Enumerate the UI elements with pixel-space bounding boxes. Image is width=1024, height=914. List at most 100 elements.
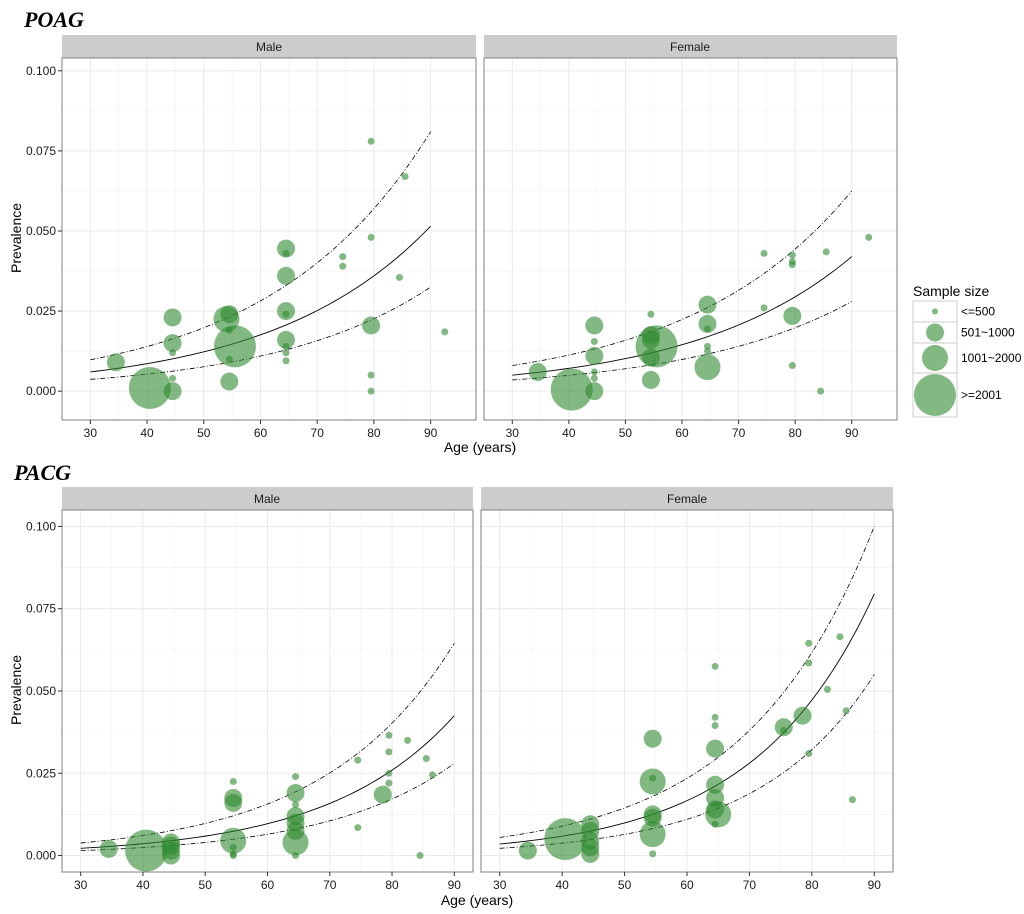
pacg-female-strip [481, 487, 893, 510]
legend-label: 501~1000 [961, 326, 1015, 340]
data-point [711, 820, 719, 828]
poag-female-fit-line [512, 256, 853, 376]
data-point [441, 328, 449, 336]
x-tick-label: 80 [385, 878, 399, 892]
data-point [395, 273, 403, 281]
y-tick-label: 0.000 [26, 849, 56, 863]
poag-title: POAG [23, 7, 84, 32]
poag-male-strip [62, 35, 476, 58]
data-point [282, 310, 290, 318]
data-point [848, 796, 856, 804]
data-point [703, 347, 711, 355]
data-point [339, 262, 347, 270]
data-point [518, 841, 537, 860]
x-tick-label: 90 [424, 426, 438, 440]
data-point [550, 368, 593, 411]
x-tick-label: 90 [845, 426, 859, 440]
data-point [362, 316, 381, 335]
data-point [585, 382, 604, 401]
data-point [128, 366, 171, 409]
data-point [711, 662, 719, 670]
x-tick-label: 80 [805, 878, 819, 892]
data-point [367, 233, 375, 241]
x-tick-label: 60 [680, 878, 694, 892]
data-point [220, 827, 247, 854]
data-point [163, 308, 182, 327]
x-tick-label: 30 [84, 426, 98, 440]
data-point [706, 739, 725, 758]
data-point [703, 342, 711, 350]
poag-axes: 0.000 0.025 0.050 0.075 0.100 30 40 50 60 70 80 90 3… [26, 64, 859, 440]
y-tick-label: 0.050 [26, 224, 56, 238]
data-point [581, 844, 600, 863]
data-point [641, 348, 660, 367]
data-point [528, 362, 547, 381]
data-point [788, 362, 796, 370]
x-tick-label: 50 [199, 878, 213, 892]
x-tick-label: 60 [675, 426, 689, 440]
y-tick-label: 0.050 [26, 684, 56, 698]
x-tick-label: 40 [555, 878, 569, 892]
data-point [590, 338, 598, 346]
data-point [698, 295, 717, 314]
data-point [641, 370, 660, 389]
data-point [282, 349, 290, 357]
pacg-male-facet-label: Male [254, 492, 280, 506]
data-point [783, 306, 802, 325]
x-tick-label: 50 [618, 878, 632, 892]
legend: Sample size <=500 501~1000 1001~2000 >=2001 [912, 283, 1022, 418]
x-tick-label: 30 [74, 878, 88, 892]
pacg-x-axis-title: Age (years) [441, 892, 513, 908]
data-point [404, 736, 412, 744]
pacg-y-axis-title: Prevalence [8, 655, 24, 725]
data-point [805, 639, 813, 647]
data-point [339, 253, 347, 261]
x-tick-label: 50 [619, 426, 633, 440]
data-point [590, 368, 598, 376]
y-tick-label: 0.100 [26, 64, 56, 78]
data-point [694, 354, 721, 381]
x-tick-label: 40 [562, 426, 576, 440]
x-tick-label: 50 [197, 426, 211, 440]
data-point [585, 346, 604, 365]
x-tick-label: 80 [367, 426, 381, 440]
x-tick-label: 30 [493, 878, 507, 892]
x-tick-label: 70 [732, 426, 746, 440]
data-point [220, 305, 239, 324]
data-point [706, 775, 725, 794]
poag-female-lower-ci-line [512, 301, 852, 381]
x-tick-label: 90 [448, 878, 462, 892]
legend-label: 1001~2000 [961, 351, 1022, 365]
data-point [385, 748, 393, 756]
data-point [788, 261, 796, 269]
poag-y-axis-title: Prevalence [8, 203, 24, 273]
legend-label: <=500 [961, 305, 995, 319]
poag-x-axis-title: Age (years) [444, 439, 516, 455]
data-point [169, 374, 177, 382]
y-tick-label: 0.025 [26, 766, 56, 780]
poag-female-plot-bg [484, 58, 897, 420]
x-tick-label: 70 [311, 426, 325, 440]
data-point [422, 754, 430, 762]
data-point [760, 304, 768, 312]
x-tick-label: 60 [254, 426, 268, 440]
x-tick-label: 30 [506, 426, 520, 440]
data-point [224, 793, 243, 812]
x-tick-label: 40 [140, 426, 154, 440]
data-point [823, 685, 831, 693]
data-point [698, 314, 717, 333]
data-point [354, 756, 362, 764]
data-point [705, 801, 732, 828]
poag-female-upper-ci-line [512, 190, 853, 366]
data-point [643, 729, 662, 748]
x-tick-label: 90 [868, 878, 882, 892]
x-tick-label: 60 [261, 878, 275, 892]
data-point [703, 325, 711, 333]
data-point [760, 249, 768, 257]
data-point [282, 829, 309, 856]
pacg-female-facet-label: Female [667, 492, 707, 506]
data-point [805, 659, 813, 667]
poag-male-panel-border [61, 57, 477, 421]
legend-symbol [932, 308, 938, 315]
